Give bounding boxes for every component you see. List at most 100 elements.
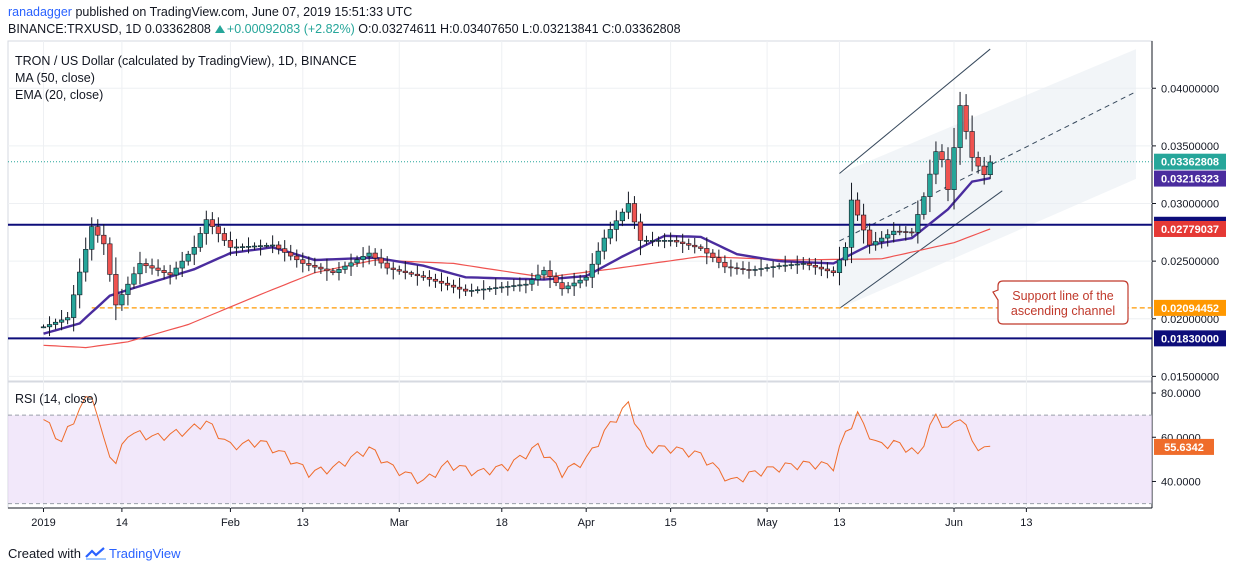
- candle-body: [559, 282, 565, 290]
- candle: [565, 281, 571, 294]
- candle: [324, 258, 330, 281]
- candle-body: [83, 249, 89, 273]
- candle-body: [607, 229, 613, 239]
- price-label-3: 0.02779037: [1154, 220, 1226, 237]
- candle: [680, 233, 686, 253]
- candle-body: [951, 147, 957, 190]
- candle: [58, 310, 65, 331]
- candle-body: [101, 234, 107, 245]
- candle-body: [197, 233, 203, 248]
- candle-body: [595, 250, 601, 265]
- candle-body: [131, 273, 137, 285]
- author-link[interactable]: ranadagger: [8, 5, 72, 19]
- candle-body: [867, 229, 873, 246]
- candlesticks: [40, 91, 993, 337]
- candle: [788, 261, 794, 270]
- candle: [493, 278, 499, 295]
- candle-body: [342, 265, 348, 270]
- candle-body: [909, 231, 915, 234]
- candle-body: [40, 326, 47, 329]
- candle: [854, 192, 861, 221]
- candle-body: [137, 263, 143, 275]
- candle-body: [245, 246, 252, 248]
- candle-body: [854, 199, 861, 216]
- candle-body: [390, 267, 396, 270]
- candle-body: [65, 317, 71, 321]
- price-label-text: 0.03362808: [1161, 157, 1219, 169]
- candle: [963, 94, 969, 140]
- candle: [191, 235, 197, 265]
- horizontal-levels: [8, 161, 1152, 340]
- candle: [975, 151, 981, 174]
- candle-body: [661, 240, 668, 242]
- candle: [637, 213, 644, 256]
- candle: [270, 235, 276, 254]
- candle-body: [276, 244, 282, 249]
- candle: [481, 280, 487, 300]
- price-label-0: 0.03362808: [1154, 153, 1226, 170]
- candle: [119, 288, 125, 311]
- candle: [432, 273, 439, 288]
- candle: [776, 262, 782, 270]
- candle: [830, 266, 837, 277]
- candle: [276, 241, 282, 255]
- candle: [209, 212, 215, 235]
- candle: [746, 261, 752, 279]
- candle-body: [963, 105, 969, 132]
- candle: [782, 255, 788, 272]
- candle-body: [487, 288, 493, 290]
- price-label-text: 0.02094452: [1161, 303, 1219, 315]
- up-arrow-icon: [214, 25, 225, 33]
- candle-body: [710, 252, 716, 258]
- candle: [547, 260, 553, 289]
- candle: [915, 200, 921, 244]
- candle: [420, 270, 426, 281]
- price-label-bg: [1154, 170, 1226, 187]
- rsi-label-text: 55.6342: [1164, 442, 1204, 454]
- candle-body: [360, 256, 366, 260]
- candle: [77, 258, 83, 309]
- annotation-line-1: Support line of the: [1012, 289, 1114, 303]
- last-price: 0.03362808: [144, 22, 211, 36]
- time-tick-label-6: Apr: [578, 517, 595, 529]
- candle-body: [324, 268, 330, 272]
- candle-body: [649, 240, 656, 242]
- candle: [927, 159, 933, 213]
- candle: [668, 232, 674, 247]
- candle: [571, 272, 577, 296]
- candle: [891, 222, 897, 243]
- candle-body: [306, 263, 312, 266]
- candle-body: [408, 272, 414, 275]
- rsi-tick-label-0: 80.0000: [1161, 388, 1201, 400]
- candle-body: [481, 288, 487, 291]
- candle: [951, 127, 957, 210]
- candle: [306, 256, 312, 272]
- candle-body: [221, 233, 228, 241]
- candle-body: [655, 240, 662, 242]
- candle: [704, 237, 710, 265]
- candle: [300, 252, 306, 273]
- candle-body: [860, 214, 867, 231]
- candle: [408, 270, 414, 277]
- candle-body: [643, 240, 650, 242]
- candle: [294, 249, 300, 268]
- candle: [824, 262, 830, 279]
- candle: [173, 261, 179, 280]
- candle: [836, 246, 843, 286]
- candle-body: [71, 294, 77, 318]
- candle: [752, 265, 758, 277]
- candle-body: [625, 203, 632, 213]
- candle: [167, 264, 173, 285]
- candle: [378, 248, 384, 269]
- candle: [396, 265, 402, 275]
- publish-info: ranadagger published on TradingView.com,…: [8, 5, 412, 19]
- candle: [95, 219, 101, 243]
- tradingview-brand-link[interactable]: TradingView: [108, 546, 181, 561]
- candle: [987, 155, 993, 179]
- candle: [710, 249, 716, 263]
- candle: [885, 229, 891, 247]
- candle: [197, 226, 203, 252]
- candle-body: [565, 285, 571, 290]
- price-change: +0.00092083 (+2.82%): [226, 22, 355, 36]
